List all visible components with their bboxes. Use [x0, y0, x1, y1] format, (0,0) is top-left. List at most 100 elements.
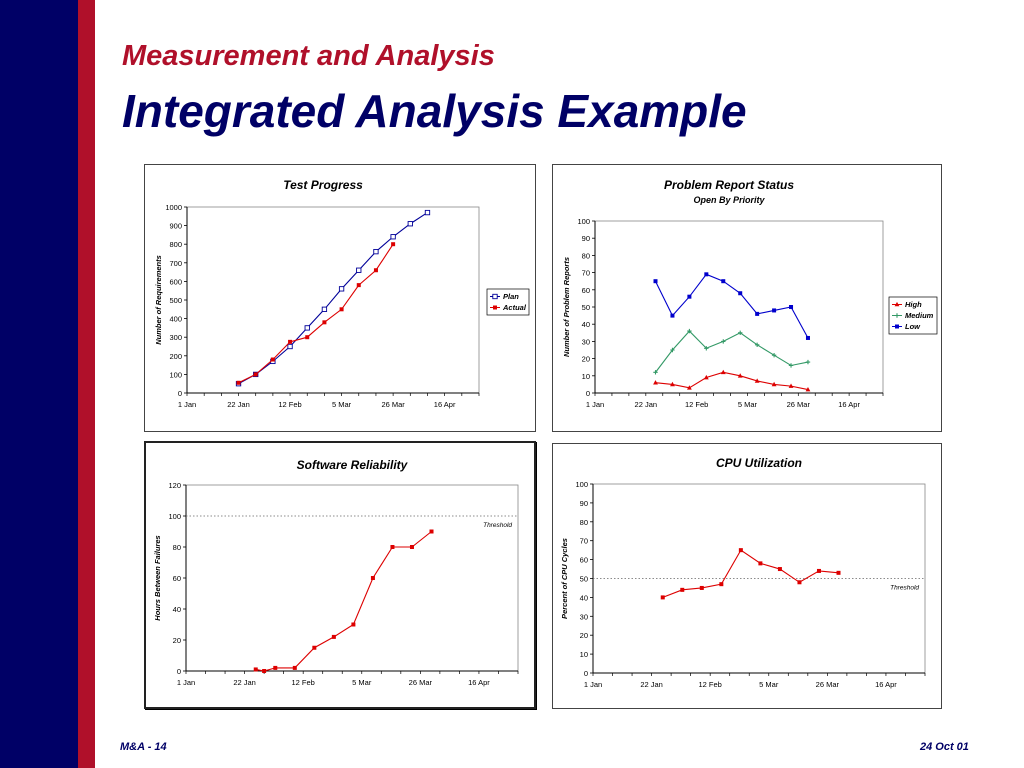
y-tick-label: 500 [169, 296, 182, 305]
y-axis-label: Number of Problem Reports [562, 257, 571, 357]
data-point [373, 248, 379, 255]
data-point [253, 667, 258, 672]
chart-software-reliability: Software Reliability 0 20 40 60 80 100 120 1 Jan… [153, 458, 519, 687]
y-tick-label: 60 [580, 556, 588, 565]
data-point [331, 634, 336, 639]
data-point [356, 283, 361, 288]
series-actual [236, 242, 396, 385]
data-point [788, 363, 794, 368]
data-point [339, 307, 344, 312]
data-point [755, 311, 760, 316]
data-point [670, 313, 675, 318]
data-point [738, 548, 743, 553]
y-tick-label: 40 [173, 605, 181, 614]
x-tick-label: 1 Jan [584, 680, 602, 689]
y-axis-label: Number of Requirements [154, 255, 163, 345]
x-tick-label: 16 Apr [838, 400, 860, 409]
series-line [655, 273, 809, 339]
data-point [670, 381, 675, 387]
x-tick-label: 26 Mar [787, 400, 811, 409]
y-tick-label: 70 [582, 269, 590, 278]
y-tick-label: 0 [586, 389, 590, 398]
data-point [653, 370, 658, 375]
threshold-label: Threshold [483, 522, 512, 529]
x-tick-label: 26 Mar [381, 400, 405, 409]
side-stripe-red [78, 0, 95, 768]
slide-title: Integrated Analysis Example [122, 85, 747, 137]
data-point [288, 339, 293, 344]
data-point [704, 272, 709, 277]
data-point [687, 328, 692, 334]
legend-swatch-marker [493, 305, 497, 310]
y-tick-label: 80 [173, 543, 181, 552]
x-tick-label: 5 Mar [352, 678, 372, 687]
data-point [721, 279, 726, 284]
series-line [238, 212, 428, 385]
y-tick-label: 80 [582, 251, 590, 260]
series-line [655, 330, 809, 373]
y-tick-label: 600 [169, 277, 182, 286]
x-tick-label: 5 Mar [759, 680, 779, 689]
legend-swatch-marker [895, 324, 899, 329]
data-point [390, 234, 396, 240]
chart-panel-software-reliability: Software Reliability 0 20 40 60 80 100 120 1 Jan… [144, 441, 536, 709]
y-tick-label: 0 [584, 669, 588, 678]
x-tick-label: 16 Apr [434, 400, 456, 409]
data-point [236, 380, 241, 385]
data-point [304, 325, 310, 331]
legend-label: Plan [503, 292, 519, 301]
data-point [687, 294, 692, 299]
data-point [660, 595, 665, 600]
y-tick-label: 30 [580, 612, 588, 621]
data-point [305, 335, 310, 340]
chart-title: Problem Report Status [664, 178, 794, 192]
x-tick-label: 12 Feb [698, 680, 721, 689]
y-tick-label: 0 [178, 389, 182, 398]
x-tick-label: 26 Mar [816, 680, 840, 689]
y-tick-label: 50 [582, 303, 590, 312]
series-0 [253, 529, 434, 673]
x-tick-label: 12 Feb [278, 400, 301, 409]
data-point [653, 380, 658, 385]
data-point [370, 576, 375, 580]
y-tick-label: 100 [577, 217, 590, 226]
y-tick-label: 1000 [165, 203, 182, 212]
y-tick-label: 400 [169, 315, 182, 324]
y-tick-label: 60 [173, 574, 181, 583]
series-line [238, 243, 394, 384]
data-point [758, 561, 763, 566]
series-plan [235, 209, 431, 387]
y-tick-label: 300 [169, 333, 182, 342]
y-tick-label: 30 [582, 337, 590, 346]
data-point [805, 359, 811, 365]
data-point [262, 669, 267, 673]
data-point [292, 665, 297, 670]
footer-slide-number: M&A - 14 [120, 741, 167, 753]
data-point [653, 279, 658, 284]
x-tick-label: 22 Jan [640, 680, 663, 689]
data-point [738, 330, 743, 335]
y-tick-label: 0 [177, 667, 181, 676]
data-point [738, 291, 743, 296]
series-low [653, 272, 810, 340]
data-point [699, 585, 704, 590]
x-tick-label: 22 Jan [233, 678, 256, 687]
data-point [273, 665, 278, 670]
legend-label: High [905, 300, 922, 309]
legend-swatch-marker [894, 301, 900, 307]
chart-subtitle: Open By Priority [693, 195, 765, 205]
legend-swatch-marker [492, 293, 498, 300]
chart-test-progress: Test Progress 0 100 200 300 400 500 600 700 800 90… [154, 178, 530, 409]
data-point [771, 352, 777, 358]
legend-label: Actual [502, 303, 527, 312]
data-point [788, 383, 794, 388]
data-point [390, 545, 395, 549]
y-tick-label: 100 [168, 512, 181, 521]
legend-swatch-marker [894, 313, 900, 318]
y-tick-label: 40 [580, 593, 588, 602]
data-point [719, 582, 724, 587]
data-point [338, 286, 345, 292]
y-tick-label: 20 [580, 631, 588, 640]
y-tick-label: 60 [582, 286, 590, 295]
data-point [737, 373, 743, 378]
